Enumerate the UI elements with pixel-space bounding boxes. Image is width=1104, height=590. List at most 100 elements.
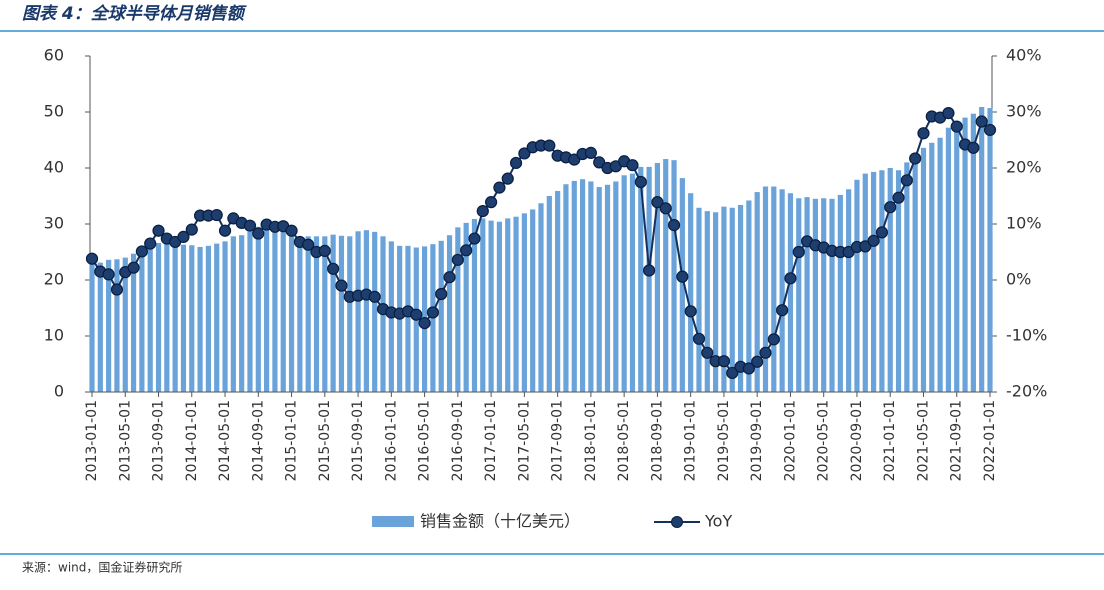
line-marker bbox=[568, 153, 581, 166]
bar bbox=[122, 257, 128, 392]
line-marker bbox=[634, 175, 647, 189]
bar bbox=[264, 226, 270, 392]
line-marker bbox=[892, 191, 905, 204]
x-tick-label: 2017-09-01 bbox=[550, 400, 566, 481]
bar bbox=[571, 180, 577, 392]
legend-swatch-marker bbox=[671, 516, 683, 528]
bar bbox=[862, 173, 868, 392]
line-marker bbox=[451, 253, 464, 266]
bar bbox=[754, 192, 760, 392]
bar bbox=[222, 241, 228, 392]
line-marker bbox=[218, 224, 232, 237]
line-marker bbox=[426, 306, 440, 319]
line-marker bbox=[335, 279, 348, 292]
line-marker bbox=[460, 244, 473, 257]
line-marker bbox=[701, 346, 714, 359]
bar bbox=[846, 189, 852, 392]
bar bbox=[106, 259, 112, 392]
bar bbox=[347, 236, 353, 392]
x-tick-label: 2018-01-01 bbox=[583, 400, 599, 481]
bar bbox=[97, 262, 103, 392]
y2-tick-label: 20% bbox=[1006, 158, 1042, 177]
line-marker bbox=[742, 362, 755, 375]
x-tick-label: 2020-01-01 bbox=[782, 400, 798, 481]
bar bbox=[920, 147, 927, 392]
bar bbox=[189, 245, 195, 392]
x-tick-label: 2018-09-01 bbox=[649, 400, 665, 481]
bar bbox=[895, 170, 902, 392]
bar bbox=[563, 184, 569, 392]
line-marker bbox=[692, 332, 706, 345]
line-marker bbox=[476, 205, 489, 218]
line-marker bbox=[318, 244, 331, 257]
line-marker bbox=[518, 147, 531, 160]
x-tick-label: 2022-01-01 bbox=[982, 400, 998, 481]
bar bbox=[214, 243, 220, 392]
source: 来源：wind，国金证券研究所 bbox=[22, 560, 182, 575]
line-marker bbox=[751, 355, 764, 368]
bar bbox=[530, 209, 536, 392]
line-marker bbox=[684, 305, 697, 318]
bar bbox=[887, 168, 893, 392]
x-tick-label: 2018-05-01 bbox=[616, 400, 632, 481]
y2-tick-label: 40% bbox=[1006, 46, 1042, 65]
bar bbox=[979, 106, 985, 393]
line-marker bbox=[784, 272, 797, 285]
bar bbox=[962, 117, 968, 392]
bar bbox=[205, 245, 212, 392]
y-tick-label: 20 bbox=[44, 270, 64, 289]
y-tick-label: 10 bbox=[44, 326, 64, 345]
bar bbox=[854, 179, 860, 392]
line-marker bbox=[435, 287, 448, 301]
y-tick-label: 0 bbox=[54, 382, 64, 401]
line-marker bbox=[900, 174, 913, 187]
line-marker bbox=[443, 271, 456, 284]
bar bbox=[821, 198, 827, 392]
bar bbox=[471, 218, 478, 392]
bar bbox=[762, 186, 769, 392]
y-tick-label: 30 bbox=[44, 214, 64, 233]
bar bbox=[621, 175, 627, 392]
x-tick-label: 2013-01-01 bbox=[84, 400, 100, 481]
line-marker bbox=[144, 237, 157, 250]
line-marker bbox=[884, 201, 897, 214]
x-tick-label: 2014-01-01 bbox=[184, 400, 200, 481]
bar bbox=[405, 245, 411, 392]
bar bbox=[363, 230, 369, 392]
bar bbox=[130, 253, 137, 392]
line-marker bbox=[152, 224, 165, 237]
line-marker bbox=[909, 152, 922, 165]
line-marker bbox=[302, 238, 315, 251]
line-marker bbox=[485, 196, 498, 209]
line-marker bbox=[983, 123, 997, 137]
line-marker bbox=[243, 219, 257, 232]
bar bbox=[721, 206, 727, 392]
bar bbox=[538, 203, 544, 392]
bar bbox=[555, 190, 561, 392]
y2-tick-label: -10% bbox=[1006, 326, 1047, 345]
line-marker bbox=[759, 346, 772, 359]
line-marker bbox=[493, 181, 506, 194]
bar bbox=[546, 196, 552, 392]
line-marker bbox=[509, 156, 523, 170]
x-tick-label: 2015-09-01 bbox=[350, 400, 366, 481]
bar bbox=[987, 108, 993, 392]
x-tick-label: 2013-05-01 bbox=[117, 400, 133, 481]
x-tick-label: 2020-05-01 bbox=[816, 400, 832, 481]
line-marker bbox=[85, 252, 99, 265]
bar bbox=[779, 189, 785, 392]
x-tick-label: 2017-05-01 bbox=[516, 400, 532, 481]
bar bbox=[696, 207, 702, 392]
bar bbox=[579, 179, 586, 392]
x-tick-label: 2015-01-01 bbox=[284, 400, 300, 481]
line-marker bbox=[667, 219, 681, 232]
line-marker bbox=[726, 366, 739, 380]
bar bbox=[945, 127, 952, 393]
line-marker bbox=[917, 127, 930, 140]
bar bbox=[197, 246, 203, 392]
y-tick-label: 40 bbox=[44, 158, 64, 177]
y2-tick-label: 10% bbox=[1006, 214, 1042, 233]
legend-label: YoY bbox=[704, 512, 732, 531]
bar bbox=[172, 241, 178, 392]
line-marker bbox=[501, 172, 514, 185]
